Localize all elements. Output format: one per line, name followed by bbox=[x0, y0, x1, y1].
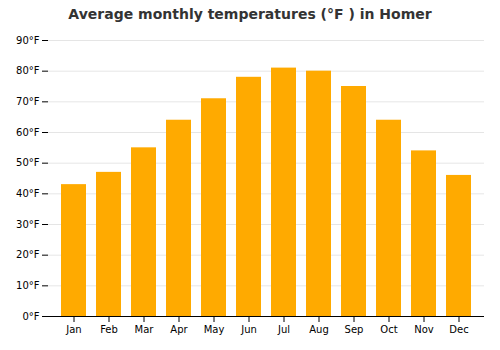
svg-text:20°F: 20°F bbox=[16, 249, 40, 260]
svg-text:Mar: Mar bbox=[135, 324, 155, 335]
svg-text:Nov: Nov bbox=[414, 324, 434, 335]
svg-text:Jun: Jun bbox=[240, 324, 257, 335]
svg-text:60°F: 60°F bbox=[16, 127, 40, 138]
svg-text:10°F: 10°F bbox=[16, 280, 40, 291]
svg-text:Apr: Apr bbox=[170, 324, 188, 335]
svg-text:Sep: Sep bbox=[345, 324, 364, 335]
svg-text:Oct: Oct bbox=[380, 324, 397, 335]
svg-text:Dec: Dec bbox=[449, 324, 468, 335]
svg-text:Jan: Jan bbox=[65, 324, 81, 335]
svg-text:Feb: Feb bbox=[100, 324, 118, 335]
svg-text:50°F: 50°F bbox=[16, 157, 40, 168]
svg-text:Jul: Jul bbox=[277, 324, 290, 335]
svg-text:70°F: 70°F bbox=[16, 96, 40, 107]
svg-text:May: May bbox=[204, 324, 225, 335]
svg-text:30°F: 30°F bbox=[16, 219, 40, 230]
svg-text:80°F: 80°F bbox=[16, 65, 40, 76]
html-text:Average monthly temperatures (: Average monthly temperatures (°F ) in Ho… bbox=[68, 6, 432, 22]
svg-text:40°F: 40°F bbox=[16, 188, 40, 199]
svg-text:90°F: 90°F bbox=[16, 35, 40, 46]
svg-text:0°F: 0°F bbox=[22, 311, 39, 322]
svg-text:Aug: Aug bbox=[309, 324, 329, 335]
